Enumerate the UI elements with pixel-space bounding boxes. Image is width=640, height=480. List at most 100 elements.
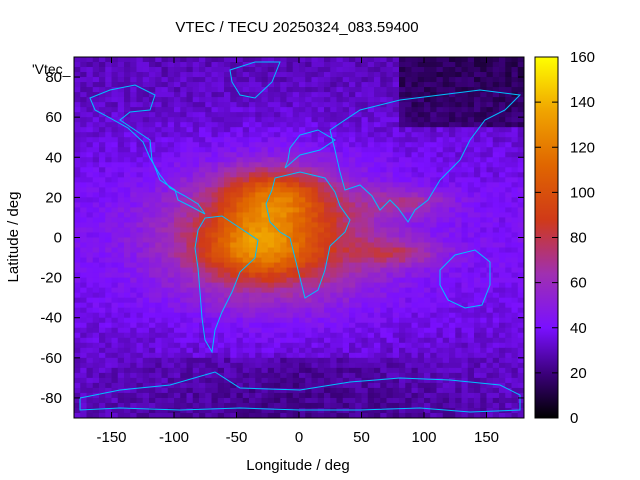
- heatmap-cell: [274, 382, 281, 389]
- heatmap-cell: [224, 312, 231, 319]
- heatmap-cell: [436, 222, 444, 229]
- heatmap-cell: [205, 117, 213, 123]
- heatmap-cell: [180, 302, 188, 309]
- heatmap-cell: [224, 142, 231, 148]
- heatmap-cell: [405, 187, 413, 193]
- heatmap-cell: [474, 152, 481, 158]
- heatmap-cell: [155, 202, 163, 209]
- heatmap-cell: [205, 62, 213, 68]
- heatmap-cell: [199, 282, 206, 289]
- heatmap-cell: [399, 127, 406, 133]
- heatmap-cell: [174, 102, 181, 108]
- heatmap-cell: [336, 312, 344, 319]
- heatmap-cell: [330, 182, 338, 188]
- heatmap-cell: [230, 182, 238, 188]
- heatmap-cell: [80, 102, 88, 108]
- heatmap-cell: [511, 242, 519, 249]
- heatmap-cell: [186, 287, 194, 294]
- heatmap-cell: [305, 237, 313, 244]
- heatmap-cell: [280, 262, 288, 269]
- heatmap-cell: [499, 237, 506, 244]
- heatmap-cell: [249, 192, 256, 198]
- heatmap-cell: [111, 337, 119, 344]
- heatmap-cell: [286, 142, 294, 148]
- heatmap-cell: [405, 177, 413, 183]
- heatmap-cell: [192, 262, 200, 269]
- heatmap-cell: [374, 167, 381, 173]
- heatmap-cell: [167, 167, 175, 173]
- heatmap-cell: [361, 177, 369, 183]
- heatmap-cell: [417, 352, 425, 359]
- heatmap-cell: [242, 267, 250, 274]
- heatmap-cell: [355, 187, 363, 193]
- heatmap-cell: [505, 337, 513, 344]
- heatmap-cell: [499, 97, 506, 103]
- heatmap-cell: [386, 57, 394, 63]
- heatmap-cell: [461, 187, 469, 193]
- heatmap-cell: [142, 182, 150, 188]
- heatmap-cell: [442, 322, 450, 329]
- heatmap-cell: [105, 87, 113, 93]
- heatmap-cell: [242, 227, 250, 234]
- heatmap-cell: [411, 147, 419, 153]
- heatmap-cell: [155, 87, 163, 93]
- heatmap-cell: [217, 157, 225, 163]
- heatmap-cell: [255, 387, 263, 394]
- heatmap-cell: [505, 102, 513, 108]
- heatmap-cell: [317, 312, 325, 319]
- heatmap-cell: [149, 267, 156, 274]
- heatmap-cell: [492, 202, 500, 209]
- heatmap-cell: [217, 402, 225, 409]
- heatmap-cell: [474, 77, 481, 83]
- heatmap-cell: [211, 237, 219, 244]
- heatmap-cell: [292, 232, 300, 239]
- heatmap-cell: [211, 287, 219, 294]
- heatmap-cell: [517, 227, 524, 234]
- heatmap-cell: [230, 357, 238, 364]
- heatmap-cell: [342, 182, 350, 188]
- heatmap-cell: [342, 122, 350, 128]
- heatmap-cell: [74, 127, 81, 133]
- heatmap-cell: [380, 357, 388, 364]
- heatmap-cell: [499, 172, 506, 178]
- heatmap-cell: [405, 307, 413, 314]
- heatmap-cell: [436, 102, 444, 108]
- heatmap-cell: [130, 252, 138, 259]
- heatmap-cell: [124, 67, 131, 73]
- heatmap-cell: [236, 117, 244, 123]
- heatmap-cell: [305, 72, 313, 78]
- heatmap-cell: [280, 277, 288, 284]
- heatmap-cell: [467, 182, 475, 188]
- heatmap-cell: [305, 282, 313, 289]
- heatmap-cell: [161, 157, 169, 163]
- heatmap-cell: [392, 107, 400, 113]
- heatmap-cell: [305, 182, 313, 188]
- heatmap-cell: [355, 77, 363, 83]
- heatmap-cell: [236, 377, 244, 384]
- heatmap-cell: [392, 102, 400, 108]
- heatmap-cell: [492, 247, 500, 254]
- heatmap-cell: [155, 307, 163, 314]
- heatmap-cell: [211, 172, 219, 178]
- heatmap-cell: [436, 257, 444, 264]
- heatmap-cell: [255, 207, 263, 214]
- heatmap-cell: [242, 92, 250, 98]
- heatmap-cell: [99, 232, 106, 239]
- heatmap-cell: [517, 307, 524, 314]
- heatmap-cell: [86, 327, 94, 334]
- heatmap-cell: [267, 307, 275, 314]
- heatmap-cell: [224, 147, 231, 153]
- heatmap-cell: [436, 87, 444, 93]
- heatmap-cell: [149, 397, 156, 404]
- heatmap-cell: [255, 277, 263, 284]
- heatmap-cell: [80, 282, 88, 289]
- heatmap-cell: [517, 242, 524, 249]
- heatmap-cell: [386, 252, 394, 259]
- heatmap-cell: [355, 157, 363, 163]
- heatmap-cell: [517, 232, 524, 239]
- heatmap-cell: [480, 317, 488, 324]
- heatmap-cell: [249, 237, 256, 244]
- heatmap-cell: [430, 212, 438, 219]
- heatmap-cell: [392, 307, 400, 314]
- heatmap-cell: [242, 207, 250, 214]
